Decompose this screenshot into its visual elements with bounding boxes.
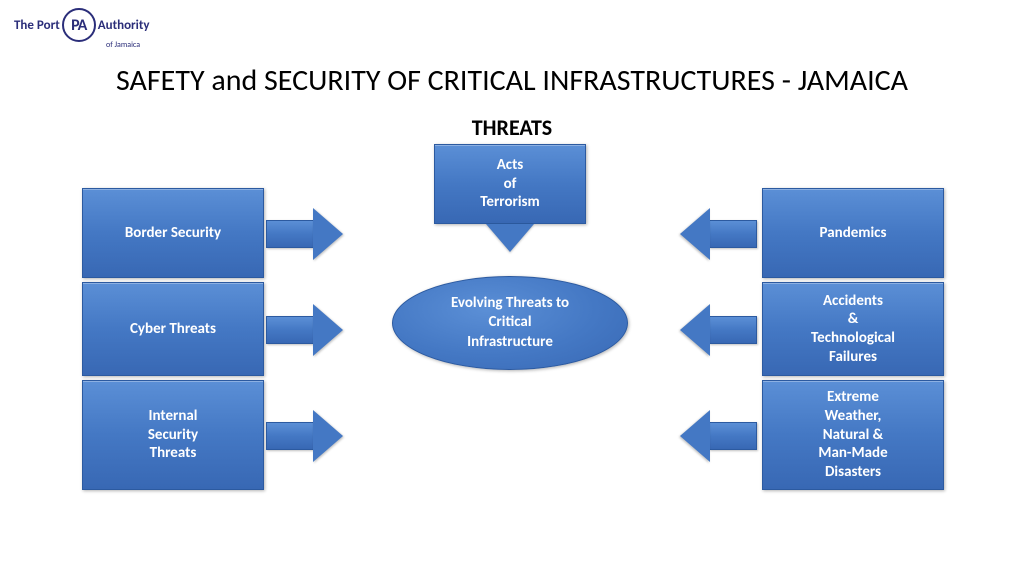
logo-text-right: Authority xyxy=(98,18,150,33)
arrow-left-2 xyxy=(680,304,757,356)
page-title: SAFETY and SECURITY OF CRITICAL INFRASTR… xyxy=(0,62,1024,99)
center-ellipse: Evolving Threats toCriticalInfrastructur… xyxy=(392,276,628,370)
threat-box-left-2: Cyber Threats xyxy=(82,282,264,376)
logo-subtext: of Jamaica xyxy=(106,40,140,50)
section-subtitle: THREATS xyxy=(0,114,1024,141)
arrow-right-1 xyxy=(266,208,343,260)
arrow-left-3 xyxy=(680,410,757,462)
arrow-left-1 xyxy=(680,208,757,260)
threat-box-left-3: InternalSecurityThreats xyxy=(82,380,264,490)
threat-box-left-1: Border Security xyxy=(82,188,264,278)
arrow-right-2 xyxy=(266,304,343,356)
logo-badge: PA xyxy=(62,8,96,42)
threat-box-right-2: Accidents&TechnologicalFailures xyxy=(762,282,944,376)
logo: The Port PA Authority xyxy=(14,8,150,42)
arrow-right-3 xyxy=(266,410,343,462)
arrow-down xyxy=(486,224,534,252)
threat-box-right-1: Pandemics xyxy=(762,188,944,278)
threat-box-right-3: ExtremeWeather,Natural &Man-MadeDisaster… xyxy=(762,380,944,490)
threat-box-top: ActsofTerrorism xyxy=(434,144,586,224)
logo-text-left: The Port xyxy=(14,18,60,33)
